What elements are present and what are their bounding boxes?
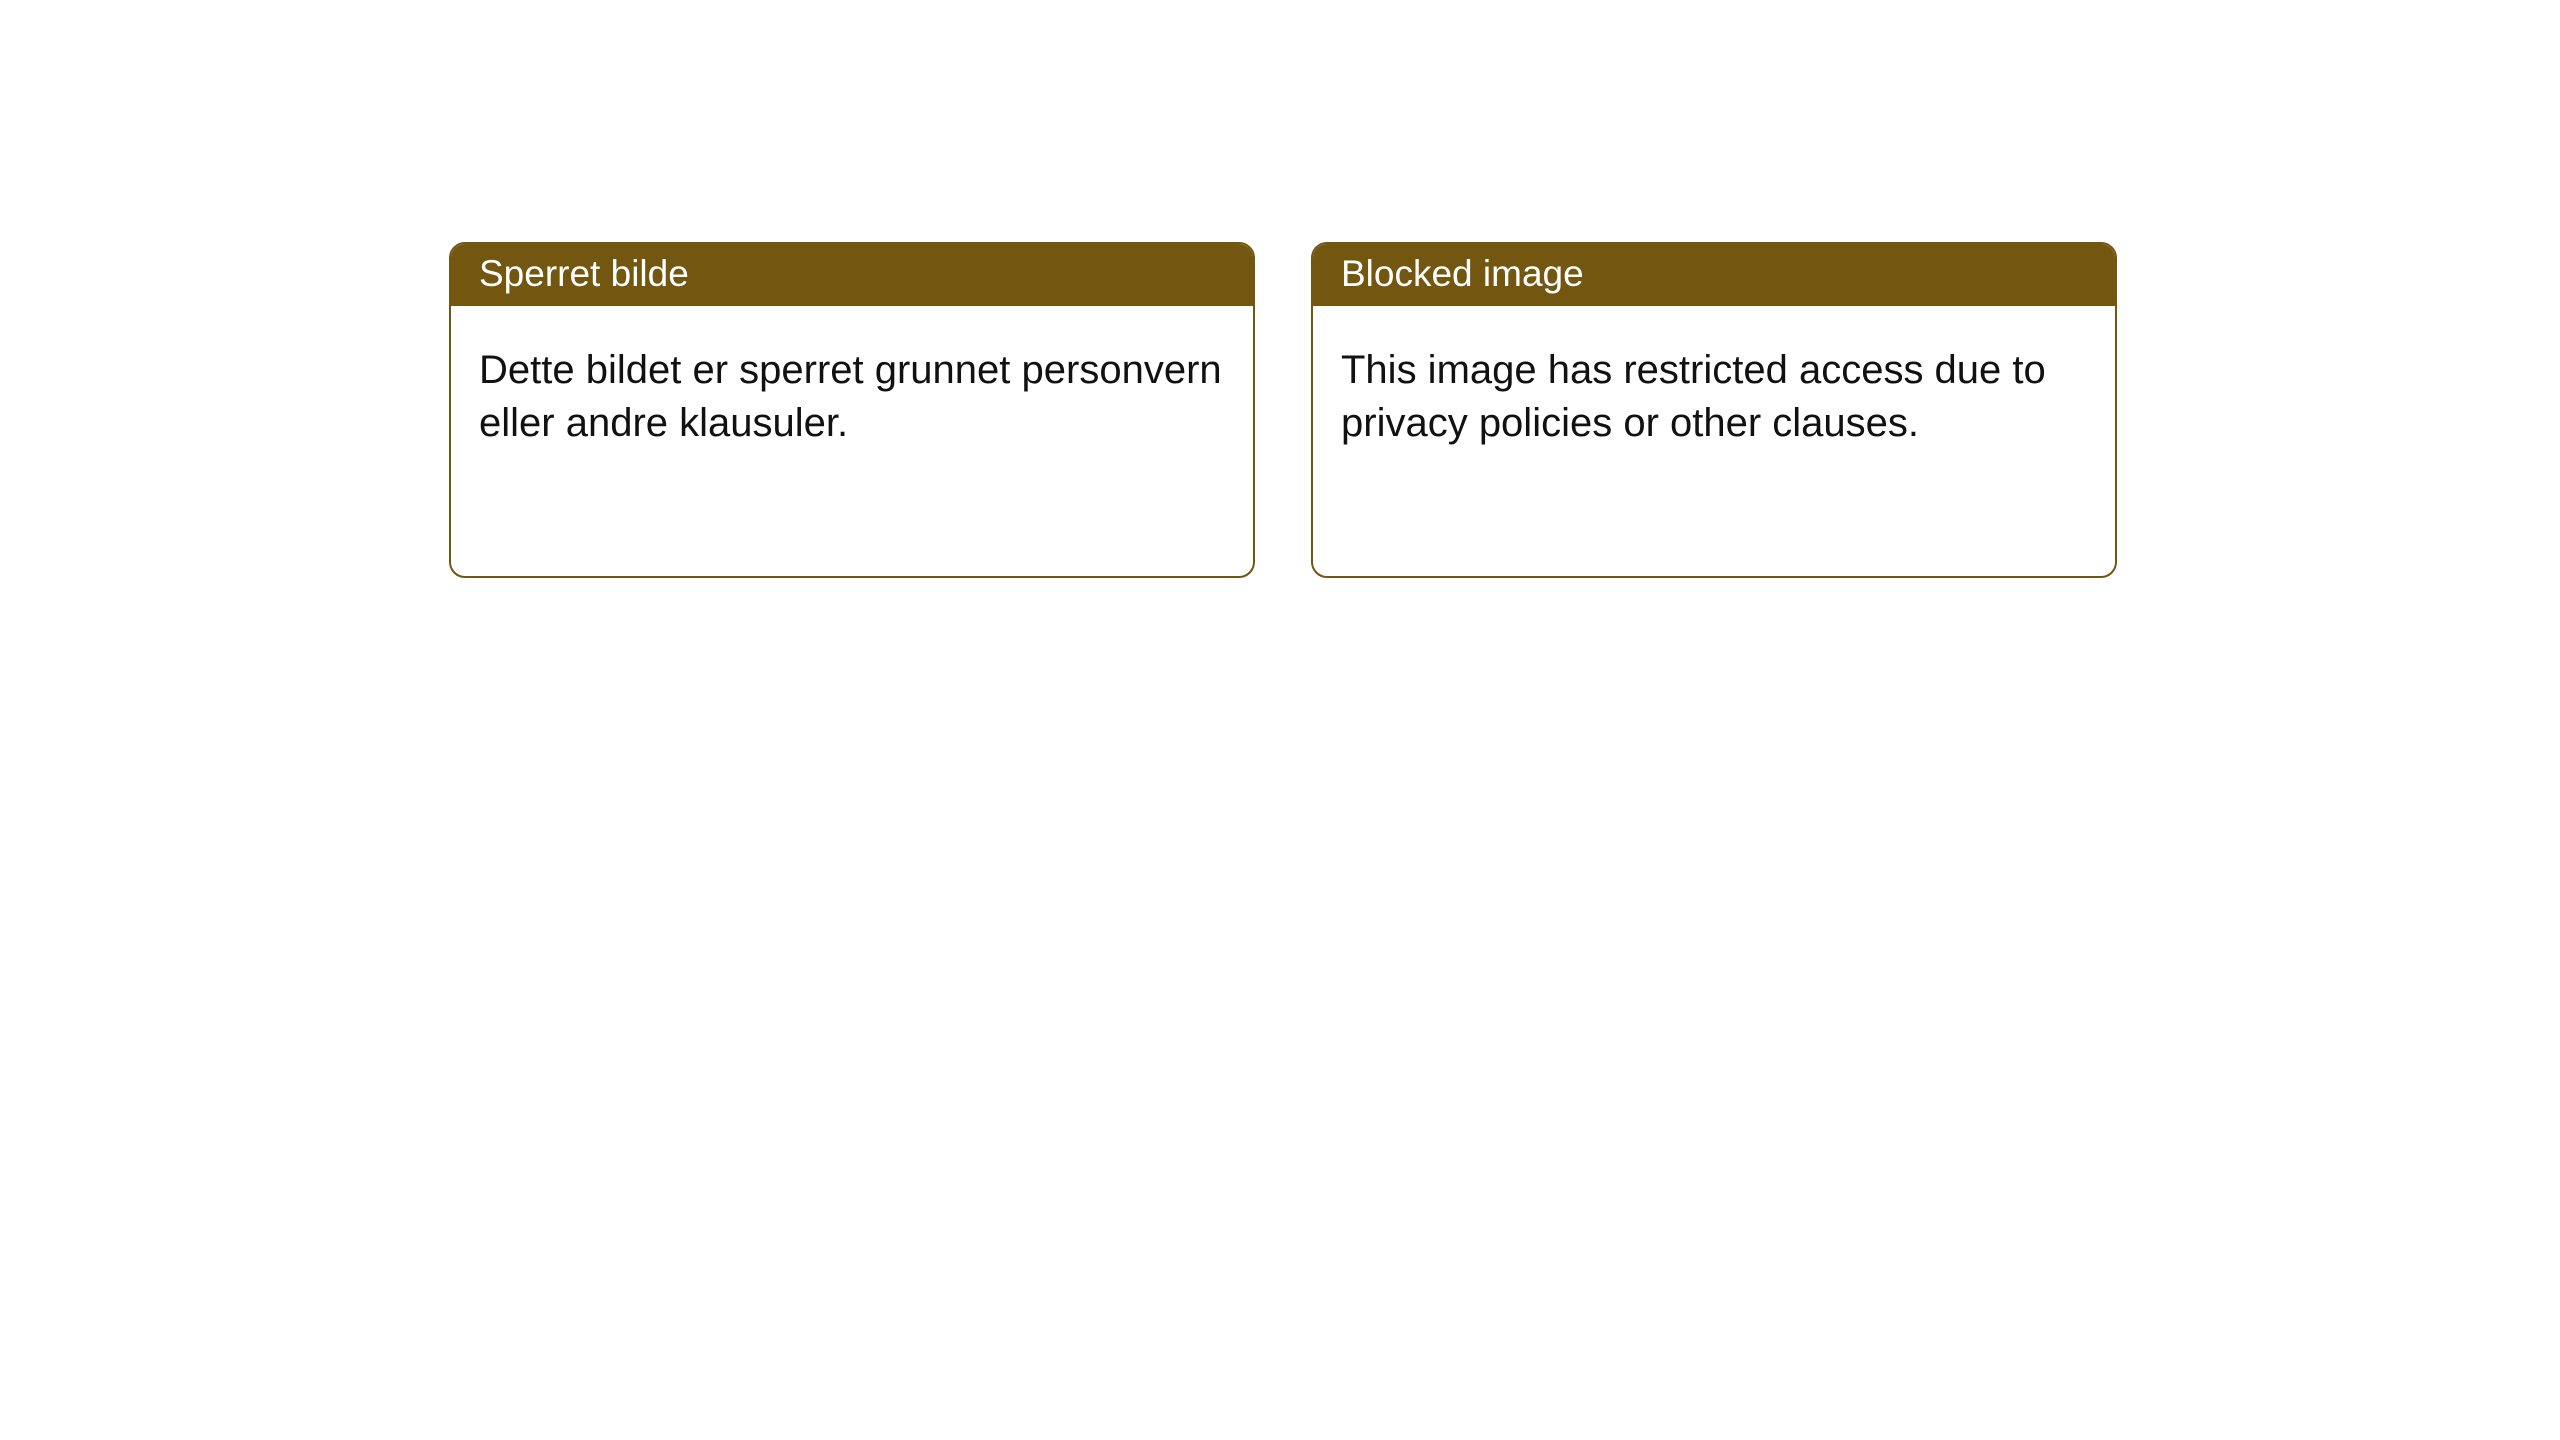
notice-body-english: This image has restricted access due to … — [1313, 306, 2115, 576]
blocked-image-notices: Sperret bilde Dette bildet er sperret gr… — [449, 242, 2117, 578]
notice-card-english: Blocked image This image has restricted … — [1311, 242, 2117, 578]
notice-title-english: Blocked image — [1313, 244, 2115, 306]
notice-body-norwegian: Dette bildet er sperret grunnet personve… — [451, 306, 1253, 576]
notice-title-norwegian: Sperret bilde — [451, 244, 1253, 306]
notice-card-norwegian: Sperret bilde Dette bildet er sperret gr… — [449, 242, 1255, 578]
